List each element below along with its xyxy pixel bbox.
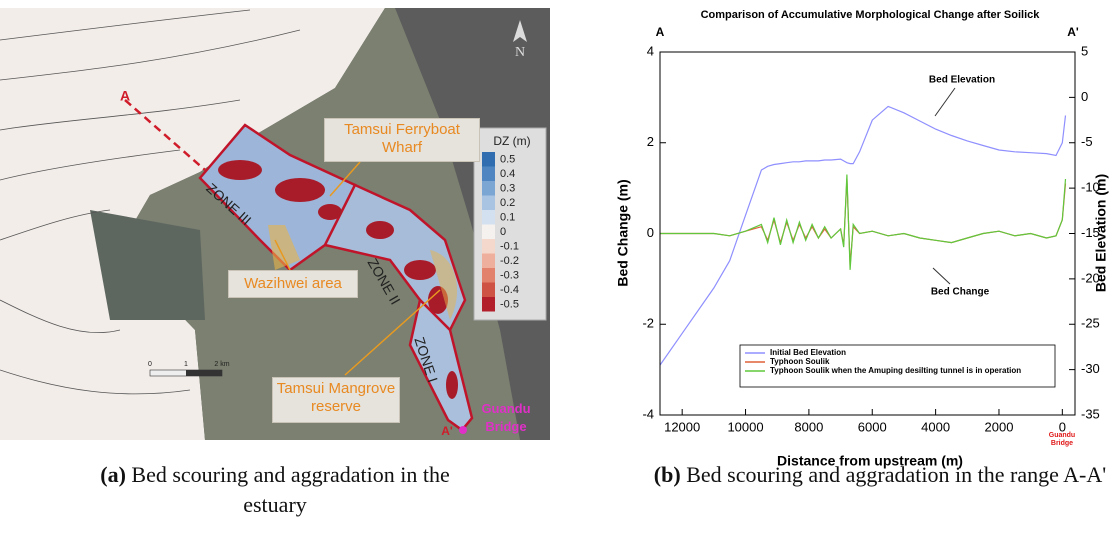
y2-tick-label: -20 xyxy=(1081,270,1100,285)
callout-line xyxy=(344,289,441,376)
colorbar-swatch xyxy=(482,181,495,196)
colorbar-label: -0.1 xyxy=(500,240,519,252)
series-line xyxy=(660,178,1067,266)
colorbar-label: -0.2 xyxy=(500,255,519,267)
series-line xyxy=(659,105,1067,366)
colorbar-label: 0.5 xyxy=(500,153,515,165)
y-tick-label: 2 xyxy=(647,134,654,149)
y-axis-title: Bed Change (m) xyxy=(615,179,631,286)
ferry-label: Tamsui Ferryboat Wharf xyxy=(324,118,480,162)
y2-axis-title: Bed Elevation (m) xyxy=(1093,174,1109,292)
callout-line xyxy=(274,239,291,271)
y-tick-label: 4 xyxy=(647,43,654,58)
bridge-label: Guandu Bridge xyxy=(481,401,531,434)
plot-frame xyxy=(659,51,1076,416)
colorbar-swatch xyxy=(482,282,495,297)
annotation-arrow xyxy=(934,87,956,117)
colorbar: 0.5 0.4 0.3 0.2 0.1 0 -0.1 -0.2 -0.3 -0.4 -0.5 xyxy=(482,152,519,312)
colorbar-label: -0.4 xyxy=(500,284,519,296)
y2-tick-label: -25 xyxy=(1081,316,1100,331)
y2-tick-label: -30 xyxy=(1081,361,1100,376)
colorbar-swatch xyxy=(482,210,495,225)
colorbar-swatch xyxy=(482,195,495,210)
colorbar-swatch xyxy=(482,224,495,239)
colorbar-swatch xyxy=(482,253,495,268)
x-tick-label: 8000 xyxy=(794,419,823,434)
colorbar-swatch xyxy=(482,166,495,181)
mangrove-zone xyxy=(430,250,458,320)
legend-label: Typhoon Soulik xyxy=(770,357,830,366)
colorbar-label: 0.4 xyxy=(500,168,515,180)
north-label: N xyxy=(515,45,525,60)
annotation-arrow xyxy=(932,267,951,285)
y2-tick-label: -35 xyxy=(1081,406,1100,421)
caption-label: (a) xyxy=(100,462,126,487)
caption-text: Bed scouring and aggradation in the rang… xyxy=(686,462,1107,487)
colorbar-swatch xyxy=(482,268,495,283)
annotation: Bed Elevation xyxy=(929,75,995,86)
y2-tick-label: 0 xyxy=(1081,89,1088,104)
colorbar-label: -0.3 xyxy=(500,269,519,281)
legend-label: Initial Bed Elevation xyxy=(770,348,846,357)
legend xyxy=(739,344,1056,388)
x-tick-label: 10000 xyxy=(727,419,763,434)
scale-bar xyxy=(186,370,222,376)
series-line xyxy=(660,174,1067,270)
chart-title: Comparison of Accumulative Morphological… xyxy=(701,9,1041,21)
x-axis-title: Distance from upstream (m) xyxy=(777,453,963,469)
scale-label: 1 xyxy=(184,361,188,368)
bridge-marker xyxy=(459,426,467,434)
colorbar-label: 0 xyxy=(500,226,506,238)
wazihwei-label: Wazihwei area xyxy=(228,270,358,298)
y2-tick-label: 5 xyxy=(1081,43,1088,58)
section-end: A' xyxy=(441,424,453,438)
caption-a: (a) Bed scouring and aggradation in the … xyxy=(75,460,475,520)
x-note: Guandu Bridge xyxy=(1048,432,1076,447)
wazihwei-zone xyxy=(268,225,300,270)
colorbar-swatch xyxy=(482,297,495,312)
scale-label: 2 km xyxy=(214,361,229,368)
caption-label: (b) xyxy=(653,462,681,487)
x-tick-label: 12000 xyxy=(664,419,700,434)
colorbar-swatch xyxy=(482,152,495,167)
x-tick-label: 0 xyxy=(1059,419,1066,434)
x-tick-label: 2000 xyxy=(985,419,1014,434)
section-end: A' xyxy=(1067,25,1079,39)
y2-tick-label: -10 xyxy=(1081,180,1100,195)
y-tick-label: -2 xyxy=(642,316,654,331)
section-line xyxy=(124,99,206,171)
y-tick-label: -4 xyxy=(642,406,654,421)
caption-b: (b) Bed scouring and aggradation in the … xyxy=(640,460,1115,490)
x-tick-label: 4000 xyxy=(921,419,950,434)
contours xyxy=(0,9,301,395)
colorbar-title: DZ (m) xyxy=(493,134,530,148)
y2-tick-label: -15 xyxy=(1081,225,1100,240)
y-tick-label: 0 xyxy=(647,225,654,240)
sea xyxy=(0,8,385,440)
colorbar-label: 0.3 xyxy=(500,182,515,194)
mangrove-label: Tamsui Mangrove reserve xyxy=(272,377,400,423)
section-start: A xyxy=(120,88,130,104)
scale-label: 0 xyxy=(148,361,152,368)
caption-text: Bed scouring and aggradation in the estu… xyxy=(131,462,450,517)
callout-line xyxy=(329,161,361,197)
north-arrow xyxy=(513,20,527,42)
x-tick-label: 6000 xyxy=(858,419,887,434)
port xyxy=(90,210,205,320)
scale-ticks: 0 1 2 km xyxy=(148,361,230,368)
legend-label: Typhoon Soulik when the Amuping desiltin… xyxy=(770,366,1021,375)
colorbar-label: 0.2 xyxy=(500,197,515,209)
colorbar-label: -0.5 xyxy=(500,298,519,310)
colorbar-label: 0.1 xyxy=(500,211,515,223)
annotation: Bed Change xyxy=(931,287,990,298)
y2-tick-label: -5 xyxy=(1081,134,1093,149)
section-start: A xyxy=(656,25,665,39)
colorbar-swatch xyxy=(482,239,495,254)
